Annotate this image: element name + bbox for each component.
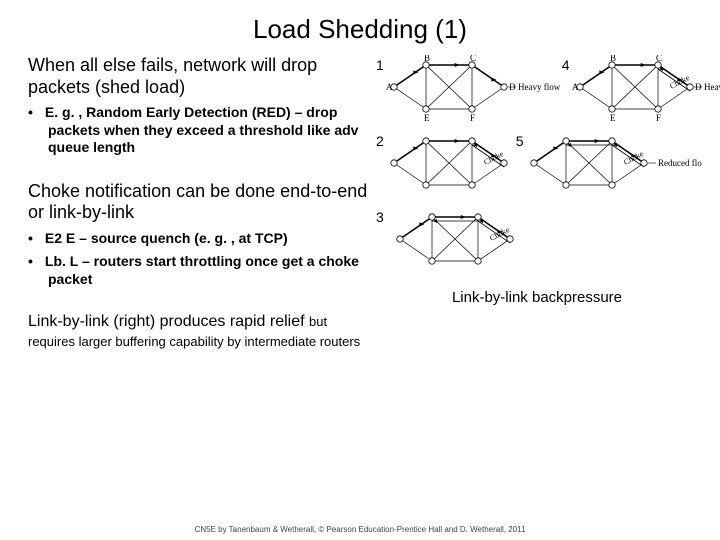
diagram-panel-1: ABCDEFHeavy flow: [384, 55, 562, 129]
svg-text:B: B: [610, 55, 616, 63]
svg-text:F: F: [470, 113, 475, 123]
svg-text:B: B: [424, 55, 430, 63]
panel-label-2: 2: [376, 131, 384, 149]
bullet-2: E2 E – source quench (e. g. , at TCP): [28, 230, 368, 248]
network-diagram-svg: ChokeReduced flow: [524, 131, 702, 205]
para-3-mid: produces rapid relief: [155, 313, 309, 330]
page-title: Load Shedding (1): [0, 0, 720, 55]
diagram-caption: Link-by-link backpressure: [376, 289, 698, 306]
right-column: 1 ABCDEFHeavy flow 4 ChokeABCDEFHeavy fl…: [368, 55, 698, 351]
network-diagram-svg: Choke: [390, 207, 522, 281]
content: When all else fails, network will drop p…: [0, 55, 720, 351]
footer-text: CN5E by Tanenbaum & Wetherall, © Pearson…: [0, 525, 720, 534]
svg-text:E: E: [424, 113, 430, 123]
svg-text:Heavy flow: Heavy flow: [704, 82, 720, 92]
svg-text:Heavy flow: Heavy flow: [518, 82, 561, 92]
network-diagram-svg: ABCDEFHeavy flow: [384, 55, 562, 129]
svg-text:A: A: [572, 82, 579, 92]
diagram-grid: 1 ABCDEFHeavy flow 4 ChokeABCDEFHeavy fl…: [376, 55, 698, 281]
panel-label-3: 3: [376, 207, 390, 225]
panel-label-1: 1: [376, 55, 384, 73]
svg-text:A: A: [386, 82, 393, 92]
svg-text:E: E: [610, 113, 616, 123]
svg-text:Reduced flow: Reduced flow: [658, 158, 702, 168]
bullet-3: Lb. L – routers start throttling once ge…: [28, 253, 368, 288]
bullet-1: E. g. , Random Early Detection (RED) – d…: [28, 104, 368, 157]
para-3-main: Link-by-link (right): [28, 313, 155, 330]
diagram-panel-5: ChokeReduced flow: [524, 131, 702, 205]
panel-label-4: 4: [562, 55, 570, 73]
diagram-panel-2: Choke: [384, 131, 516, 205]
left-column: When all else fails, network will drop p…: [28, 55, 368, 351]
network-diagram-svg: ChokeABCDEFHeavy flow: [570, 55, 720, 129]
diagram-panel-4: ChokeABCDEFHeavy flow: [570, 55, 720, 129]
svg-text:C: C: [470, 55, 476, 63]
svg-text:F: F: [656, 113, 661, 123]
svg-text:C: C: [656, 55, 662, 63]
diagram-panel-3: Choke: [390, 207, 522, 281]
network-diagram-svg: Choke: [384, 131, 516, 205]
para-1: When all else fails, network will drop p…: [28, 55, 368, 98]
para-3: Link-by-link (right) produces rapid reli…: [28, 312, 368, 350]
para-2: Choke notification can be done end-to-en…: [28, 181, 368, 224]
panel-label-5: 5: [516, 131, 524, 149]
